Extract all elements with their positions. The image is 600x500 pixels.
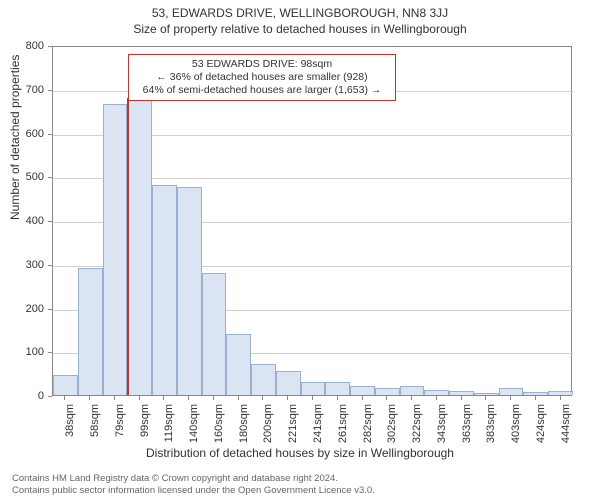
xtick-mark [461,396,462,400]
xtick-mark [510,396,511,400]
histogram-bar [499,388,524,395]
annotation-box: 53 EDWARDS DRIVE: 98sqm ← 36% of detache… [128,54,396,101]
ytick-label: 0 [38,390,44,402]
xtick-label: 99sqm [139,404,151,444]
xtick-label: 383sqm [485,404,497,444]
histogram-bar [523,392,548,396]
xtick-label: 221sqm [287,404,299,444]
xtick-label: 424sqm [535,404,547,444]
annotation-line-1: 53 EDWARDS DRIVE: 98sqm [135,58,389,71]
histogram-bar [400,386,425,395]
chart-container: 53, EDWARDS DRIVE, WELLINGBOROUGH, NN8 3… [0,0,600,500]
histogram-bar [375,388,400,395]
histogram-bar [325,382,350,395]
xtick-mark [411,396,412,400]
xtick-label: 38sqm [64,404,76,444]
xtick-mark [188,396,189,400]
histogram-bar [424,390,449,395]
ytick-mark [48,352,52,353]
xtick-mark [535,396,536,400]
xtick-label: 444sqm [560,404,572,444]
xtick-label: 322sqm [411,404,423,444]
xtick-mark [163,396,164,400]
ytick-label: 200 [26,303,44,315]
xtick-label: 180sqm [238,404,250,444]
xtick-label: 119sqm [163,404,175,444]
xtick-mark [114,396,115,400]
xtick-mark [64,396,65,400]
xtick-mark [362,396,363,400]
xtick-mark [139,396,140,400]
ytick-mark [48,46,52,47]
ytick-label: 500 [26,171,44,183]
xtick-label: 282sqm [362,404,374,444]
histogram-bar [127,98,152,396]
histogram-bar [350,386,375,395]
xtick-mark [386,396,387,400]
ytick-label: 800 [26,40,44,52]
ytick-mark [48,265,52,266]
y-axis-label: Number of detached properties [8,55,22,220]
histogram-bar [226,334,251,395]
ytick-label: 400 [26,215,44,227]
ytick-label: 700 [26,84,44,96]
histogram-bar [103,104,128,395]
xtick-mark [560,396,561,400]
annotation-line-2: ← 36% of detached houses are smaller (92… [135,71,389,84]
ytick-mark [48,221,52,222]
xtick-label: 343sqm [436,404,448,444]
annotation-line-3: 64% of semi-detached houses are larger (… [135,84,389,97]
ytick-label: 600 [26,128,44,140]
histogram-bar [301,382,326,395]
xtick-label: 363sqm [461,404,473,444]
xtick-label: 261sqm [337,404,349,444]
histogram-bar [548,391,573,395]
ytick-mark [48,177,52,178]
xtick-mark [89,396,90,400]
footer-text: Contains HM Land Registry data © Crown c… [12,473,375,496]
footer-line-2: Contains public sector information licen… [12,485,375,496]
xtick-label: 403sqm [510,404,522,444]
histogram-bar [152,185,177,395]
histogram-bar [449,391,474,395]
xtick-label: 200sqm [262,404,274,444]
ytick-mark [48,309,52,310]
histogram-bar [474,393,499,395]
marker-line [127,98,129,396]
ytick-mark [48,90,52,91]
ytick-mark [48,134,52,135]
xtick-label: 140sqm [188,404,200,444]
ytick-label: 100 [26,346,44,358]
xtick-mark [238,396,239,400]
xtick-label: 58sqm [89,404,101,444]
histogram-bar [251,364,276,395]
x-axis-label: Distribution of detached houses by size … [0,446,600,460]
xtick-mark [436,396,437,400]
histogram-bar [78,268,103,395]
xtick-mark [213,396,214,400]
xtick-label: 302sqm [386,404,398,444]
xtick-mark [262,396,263,400]
xtick-mark [287,396,288,400]
xtick-mark [485,396,486,400]
histogram-bar [202,273,227,396]
xtick-mark [312,396,313,400]
xtick-mark [337,396,338,400]
plot-wrap: 53 EDWARDS DRIVE: 98sqm ← 36% of detache… [52,46,572,396]
xtick-label: 79sqm [114,404,126,444]
xtick-label: 160sqm [213,404,225,444]
title-sub: Size of property relative to detached ho… [0,20,600,36]
histogram-bar [53,375,78,395]
ytick-label: 300 [26,259,44,271]
histogram-bar [177,187,202,395]
footer-line-1: Contains HM Land Registry data © Crown c… [12,473,375,484]
xtick-label: 241sqm [312,404,324,444]
ytick-mark [48,396,52,397]
histogram-bar [276,371,301,395]
title-main: 53, EDWARDS DRIVE, WELLINGBOROUGH, NN8 3… [0,0,600,20]
